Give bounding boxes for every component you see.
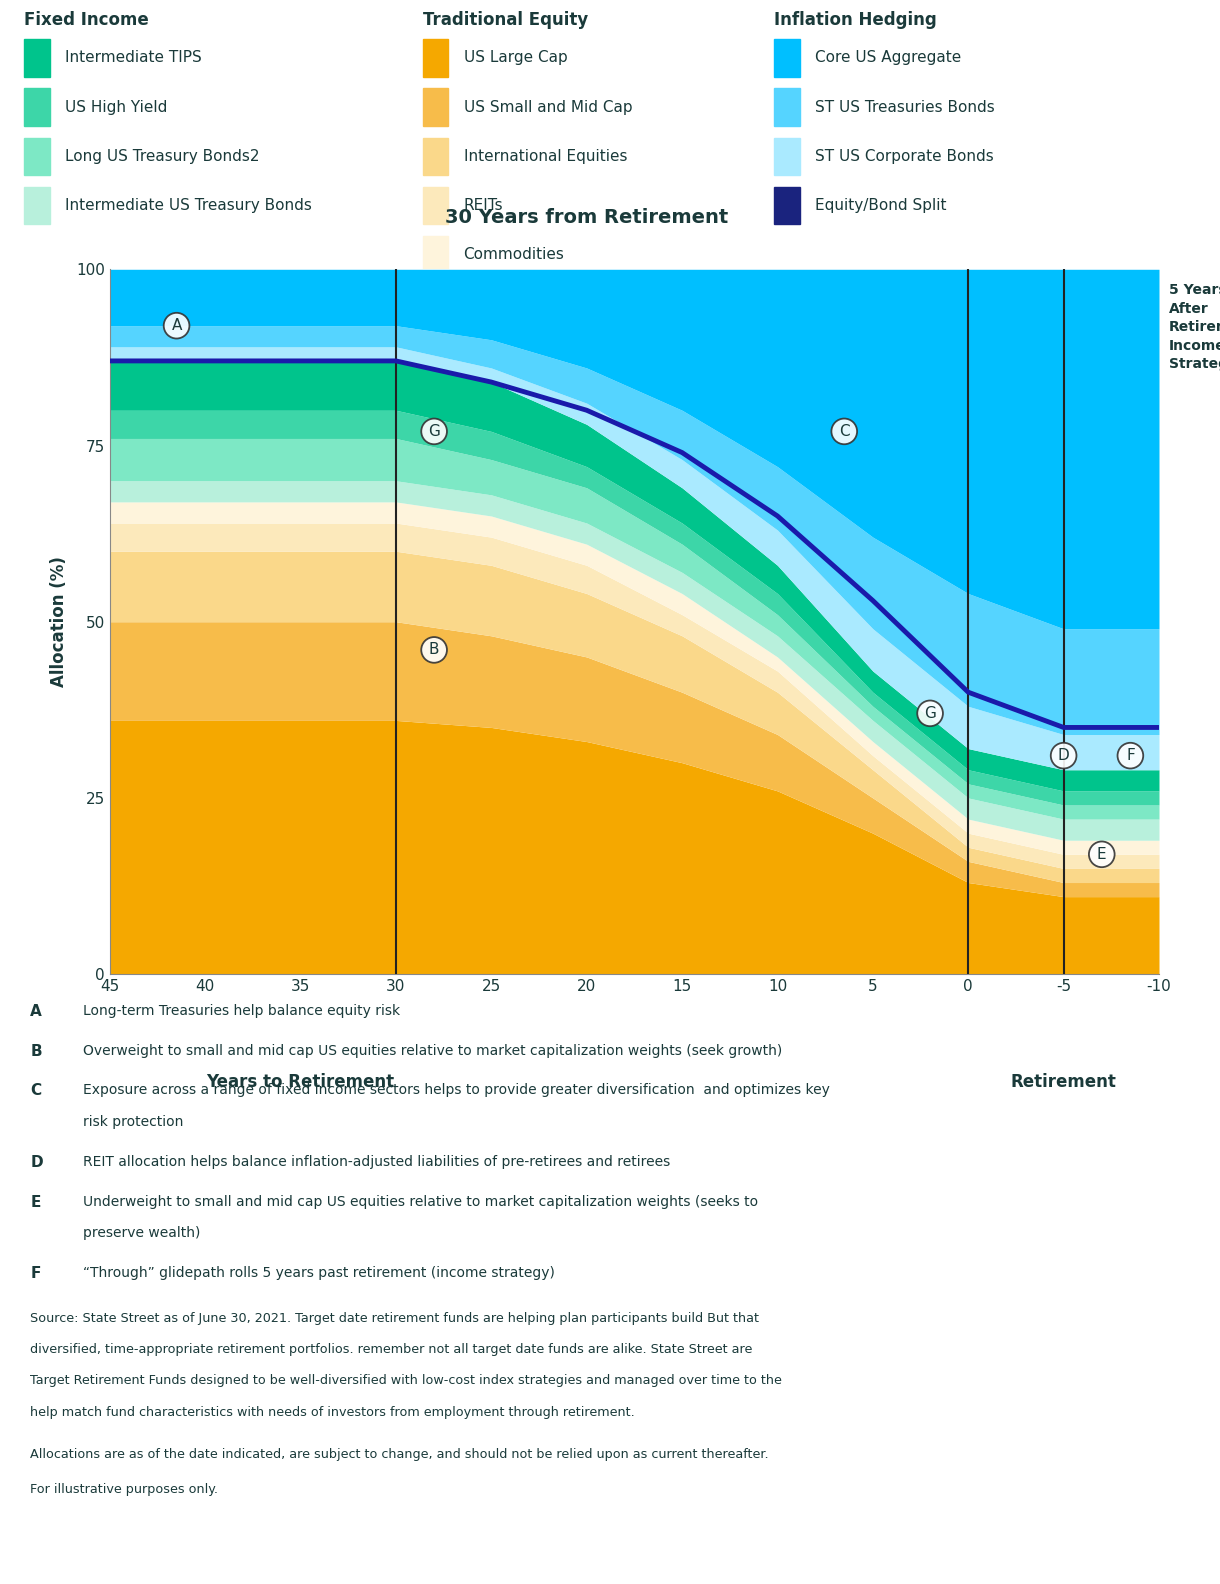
Text: ST US Corporate Bonds: ST US Corporate Bonds <box>815 149 994 163</box>
FancyBboxPatch shape <box>422 89 449 127</box>
Text: B: B <box>30 1044 41 1058</box>
Text: A: A <box>30 1004 41 1019</box>
Text: diversified, time-appropriate retirement portfolios. remember not all target dat: diversified, time-appropriate retirement… <box>30 1343 753 1356</box>
FancyBboxPatch shape <box>773 138 800 176</box>
Text: G: G <box>924 706 936 721</box>
Text: Target Retirement Funds designed to be well-diversified with low-cost index stra: Target Retirement Funds designed to be w… <box>30 1375 782 1388</box>
Text: “Through” glidepath rolls 5 years past retirement (income strategy): “Through” glidepath rolls 5 years past r… <box>83 1266 555 1280</box>
FancyBboxPatch shape <box>422 236 449 274</box>
Text: Underweight to small and mid cap US equities relative to market capitalization w: Underweight to small and mid cap US equi… <box>83 1194 758 1209</box>
FancyBboxPatch shape <box>422 40 449 76</box>
Text: REIT allocation helps balance inflation-adjusted liabilities of pre-retirees and: REIT allocation helps balance inflation-… <box>83 1155 670 1169</box>
Text: US Small and Mid Cap: US Small and Mid Cap <box>464 100 632 114</box>
Text: preserve wealth): preserve wealth) <box>83 1226 200 1240</box>
Text: risk protection: risk protection <box>83 1115 183 1129</box>
Text: Core US Aggregate: Core US Aggregate <box>815 51 961 65</box>
Text: F: F <box>1126 748 1135 763</box>
Text: Equity/Bond Split: Equity/Bond Split <box>815 198 947 214</box>
Text: Long US Treasury Bonds2: Long US Treasury Bonds2 <box>66 149 260 163</box>
Text: Inflation Hedging: Inflation Hedging <box>773 11 937 29</box>
Text: E: E <box>30 1194 40 1210</box>
Text: Intermediate US Treasury Bonds: Intermediate US Treasury Bonds <box>66 198 312 214</box>
FancyBboxPatch shape <box>24 187 50 225</box>
Text: Allocations are as of the date indicated, are subject to change, and should not : Allocations are as of the date indicated… <box>30 1448 769 1462</box>
Text: D: D <box>30 1155 43 1169</box>
Text: Years to Retirement: Years to Retirement <box>206 1072 394 1091</box>
Text: 5 Years
After
Retirement
Income
Strategy: 5 Years After Retirement Income Strategy <box>1169 284 1220 371</box>
Text: Intermediate TIPS: Intermediate TIPS <box>66 51 203 65</box>
Y-axis label: Allocation (%): Allocation (%) <box>50 556 68 687</box>
Text: Commodities: Commodities <box>464 247 565 263</box>
Text: Retirement: Retirement <box>1010 1072 1116 1091</box>
FancyBboxPatch shape <box>24 40 50 76</box>
Text: ST US Treasuries Bonds: ST US Treasuries Bonds <box>815 100 994 114</box>
Text: US Large Cap: US Large Cap <box>464 51 567 65</box>
FancyBboxPatch shape <box>773 187 800 225</box>
Text: help match fund characteristics with needs of investors from employment through : help match fund characteristics with nee… <box>30 1405 634 1419</box>
Text: E: E <box>1097 847 1107 862</box>
Text: Overweight to small and mid cap US equities relative to market capitalization we: Overweight to small and mid cap US equit… <box>83 1044 782 1058</box>
Text: International Equities: International Equities <box>464 149 627 163</box>
Text: D: D <box>1058 748 1070 763</box>
Text: Exposure across a range of fixed income sectors helps to provide greater diversi: Exposure across a range of fixed income … <box>83 1083 830 1098</box>
Text: For illustrative purposes only.: For illustrative purposes only. <box>30 1483 218 1495</box>
Text: B: B <box>429 643 439 657</box>
FancyBboxPatch shape <box>422 187 449 225</box>
Text: Traditional Equity: Traditional Equity <box>422 11 588 29</box>
Text: G: G <box>428 425 440 439</box>
Text: A: A <box>171 318 182 333</box>
FancyBboxPatch shape <box>24 89 50 127</box>
FancyBboxPatch shape <box>773 40 800 76</box>
Text: Source: State Street as of June 30, 2021. Target date retirement funds are helpi: Source: State Street as of June 30, 2021… <box>30 1312 759 1324</box>
Text: US High Yield: US High Yield <box>66 100 168 114</box>
Text: C: C <box>30 1083 41 1098</box>
Text: 30 Years from Retirement: 30 Years from Retirement <box>445 208 728 227</box>
Text: REITs: REITs <box>464 198 503 214</box>
FancyBboxPatch shape <box>24 138 50 176</box>
Text: Fixed Income: Fixed Income <box>24 11 149 29</box>
FancyBboxPatch shape <box>773 89 800 127</box>
Text: F: F <box>30 1266 40 1281</box>
Text: Long-term Treasuries help balance equity risk: Long-term Treasuries help balance equity… <box>83 1004 400 1017</box>
FancyBboxPatch shape <box>422 138 449 176</box>
Text: C: C <box>839 425 849 439</box>
